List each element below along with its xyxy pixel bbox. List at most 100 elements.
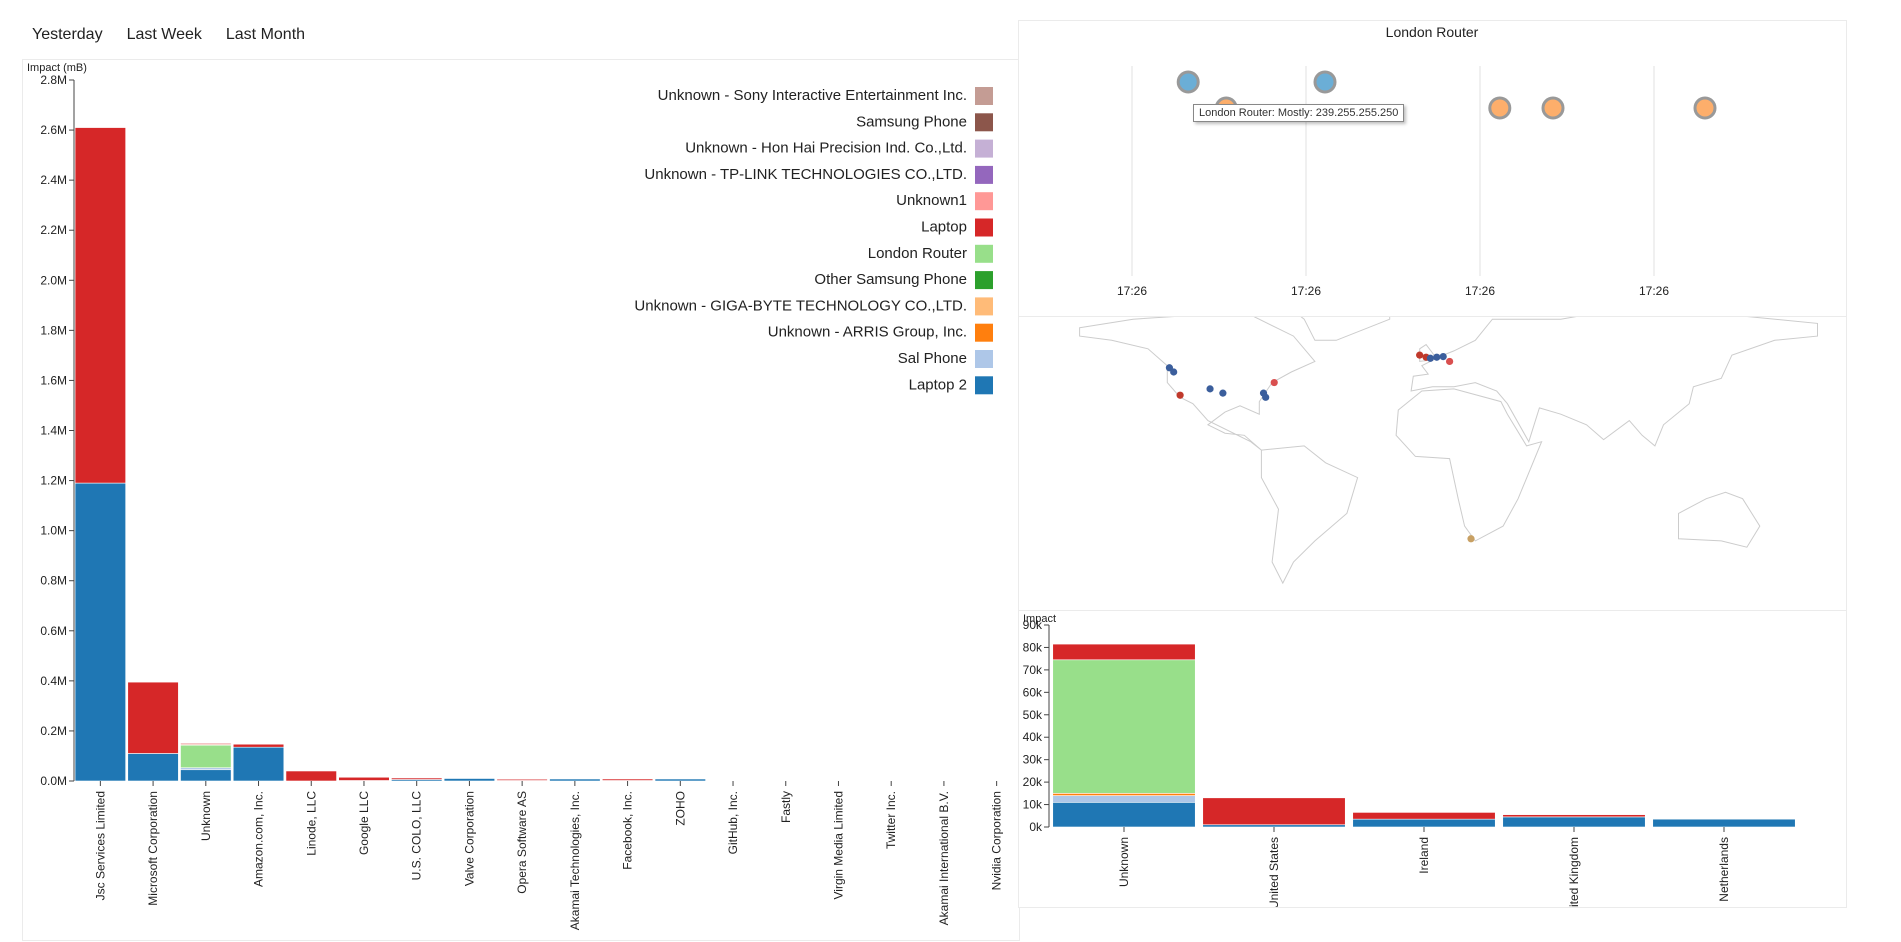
map-marker[interactable] — [1206, 385, 1214, 393]
map-marker[interactable] — [1416, 351, 1424, 359]
x-tick-label: Valve Corporation — [462, 791, 476, 886]
legend-label: Unknown - GIGA-BYTE TECHNOLOGY CO.,LTD. — [634, 297, 967, 314]
bar-segment[interactable] — [180, 744, 232, 769]
y-tick-label: 0.8M — [40, 574, 67, 588]
y-tick-label: 1.6M — [40, 373, 67, 387]
bar-segment[interactable] — [1052, 802, 1196, 828]
bar-segment[interactable] — [1202, 824, 1346, 828]
bar-segment[interactable] — [1052, 793, 1196, 796]
x-tick-label: GitHub, Inc. — [726, 791, 740, 854]
bar-segment[interactable] — [601, 778, 654, 781]
bar-segment[interactable] — [127, 681, 179, 754]
bar-segment[interactable] — [549, 778, 601, 782]
legend-swatch[interactable] — [975, 113, 993, 132]
legend-swatch[interactable] — [975, 323, 993, 342]
timeline-point[interactable] — [1313, 70, 1337, 94]
map-marker[interactable] — [1433, 353, 1441, 361]
bar-segment[interactable] — [496, 778, 548, 781]
y-tick-label: 2.0M — [40, 273, 67, 287]
map-marker[interactable] — [1170, 368, 1178, 376]
y-tick-label: 1.0M — [40, 524, 67, 538]
timeline-point[interactable] — [1176, 70, 1200, 94]
x-tick-label: Ireland — [1417, 837, 1431, 874]
legend-swatch[interactable] — [975, 244, 993, 263]
y-axis-title: Impact — [1023, 613, 1056, 625]
x-tick-label: Nvidia Corporation — [990, 791, 1004, 890]
bar-segment[interactable] — [338, 776, 390, 781]
map-marker[interactable] — [1426, 354, 1434, 362]
y-tick-label: 30k — [1023, 753, 1043, 767]
bar-segment[interactable] — [1652, 818, 1796, 828]
x-tick-label: United States — [1267, 837, 1281, 907]
legend-swatch[interactable] — [975, 87, 993, 105]
x-tick-label: Unknown — [199, 791, 213, 841]
x-tick-label: Jsc Services Limited — [93, 791, 107, 900]
timeline-panel: London Router 17:26 17:26 17:26 17:26 — [1018, 20, 1847, 318]
x-tick-label: Akamai International B.V. — [937, 791, 951, 925]
land-shape — [1410, 317, 1818, 447]
timeline-point[interactable] — [1488, 96, 1512, 120]
world-map[interactable] — [1019, 317, 1846, 611]
bar-segment[interactable] — [1202, 797, 1346, 826]
map-marker[interactable] — [1439, 352, 1447, 361]
bar-segment[interactable] — [1052, 643, 1196, 661]
x-tick-label: Akamai Technologies, Inc. — [568, 791, 582, 930]
x-tick-label: Netherlands — [1717, 837, 1731, 902]
bar-segment[interactable] — [127, 753, 179, 782]
legend-label: Other Samsung Phone — [814, 271, 967, 288]
tab-yesterday[interactable]: Yesterday — [32, 26, 103, 43]
x-tick-label: 17:26 — [1465, 284, 1495, 298]
tab-last-week[interactable]: Last Week — [126, 26, 202, 43]
bar-segment[interactable] — [180, 769, 232, 782]
bar-segment[interactable] — [1052, 795, 1196, 803]
y-tick-label: 2.8M — [40, 73, 67, 87]
bar-segment[interactable] — [180, 767, 232, 771]
map-marker[interactable] — [1446, 357, 1454, 366]
bar-segment[interactable] — [1502, 814, 1646, 818]
bar-segment[interactable] — [654, 778, 706, 782]
bar-segment[interactable] — [1502, 816, 1646, 828]
y-tick-label: 60k — [1023, 685, 1043, 699]
x-tick-label: Opera Software AS — [515, 791, 529, 894]
y-tick-label: 0k — [1029, 820, 1043, 834]
bar-segment[interactable] — [443, 778, 496, 782]
legend-label: London Router — [868, 245, 967, 262]
legend-swatch[interactable] — [975, 297, 993, 316]
map-marker[interactable] — [1270, 378, 1278, 387]
bar-segment[interactable] — [74, 127, 126, 484]
bar-segment[interactable] — [1352, 812, 1496, 820]
x-tick-label: Facebook, Inc. — [621, 791, 635, 870]
bar-segment[interactable] — [391, 777, 443, 780]
x-tick-label: Fastly — [779, 791, 793, 823]
map-marker[interactable] — [1176, 391, 1184, 399]
y-tick-label: 20k — [1023, 775, 1043, 789]
bar-segment[interactable] — [1052, 659, 1196, 794]
legend-swatch[interactable] — [975, 218, 993, 237]
legend-swatch[interactable] — [975, 192, 993, 211]
x-tick-label: 17:26 — [1117, 284, 1147, 298]
bar-segment[interactable] — [180, 743, 232, 745]
organization-impact-chart: Impact (mB) 0.0M 0.2M 0.4M 0.6M 0.8M 1.0M 1.2M 1… — [27, 62, 1004, 930]
bar-segment[interactable] — [1352, 818, 1496, 828]
map-marker[interactable] — [1219, 389, 1227, 397]
map-marker[interactable] — [1467, 535, 1475, 543]
legend-label: Unknown1 — [896, 192, 967, 209]
timeline-point[interactable] — [1541, 96, 1565, 120]
legend-swatch[interactable] — [975, 376, 993, 395]
bar-segment[interactable] — [285, 770, 337, 782]
bar-segment[interactable] — [74, 482, 126, 782]
land-shape — [1678, 491, 1761, 548]
legend-swatch[interactable] — [975, 139, 993, 158]
legend-swatch[interactable] — [975, 271, 993, 290]
timeline-tooltip: London Router: Mostly: 239.255.255.250 — [1193, 104, 1405, 122]
timeline-point[interactable] — [1693, 96, 1717, 120]
legend-swatch[interactable] — [975, 350, 993, 368]
legend-swatch[interactable] — [975, 165, 993, 184]
map-marker[interactable] — [1262, 393, 1270, 401]
tab-last-month[interactable]: Last Month — [225, 26, 306, 43]
legend-label: Laptop — [921, 219, 967, 236]
bar-segment[interactable] — [232, 743, 285, 748]
bar-segment[interactable] — [707, 780, 759, 782]
bar-segment[interactable] — [232, 746, 285, 782]
time-range-tabs: Yesterday Last Week Last Month — [20, 20, 317, 50]
